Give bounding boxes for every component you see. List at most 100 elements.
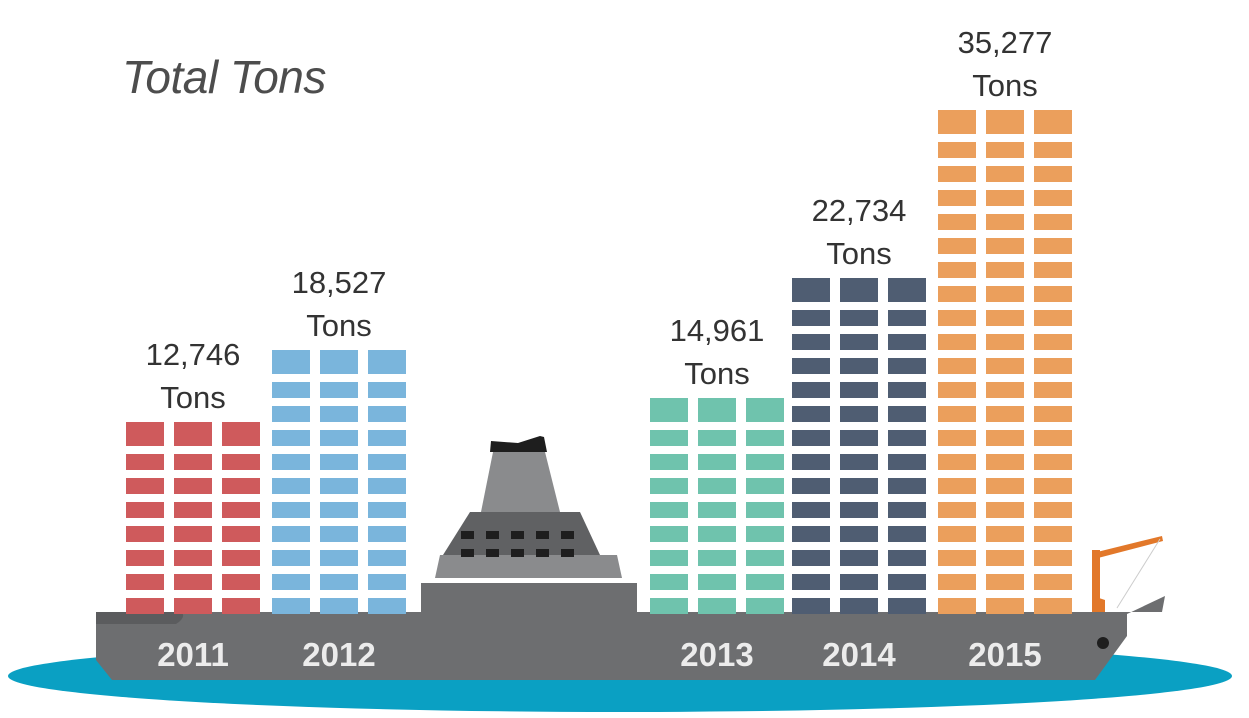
container-cell — [986, 478, 1024, 494]
container-cell — [938, 430, 976, 446]
container-cell — [938, 502, 976, 518]
container-cell — [792, 406, 830, 422]
chart-title: Total Tons — [122, 51, 326, 103]
container-cell — [126, 502, 164, 518]
container-cell — [320, 526, 358, 542]
container-cell — [746, 478, 784, 494]
year-label-2011: 2011 — [157, 636, 229, 673]
container-cell — [840, 334, 878, 350]
container-cell — [320, 550, 358, 566]
cabin-window — [536, 549, 549, 557]
container-cell — [840, 550, 878, 566]
container-cell — [792, 358, 830, 374]
container-cell — [698, 478, 736, 494]
crane-boom — [1093, 536, 1163, 558]
container-cell — [938, 238, 976, 254]
container-cell — [1034, 310, 1072, 326]
cabin-window — [486, 549, 499, 557]
container-cell — [1034, 574, 1072, 590]
cabin-window — [561, 531, 574, 539]
container-cell — [888, 358, 926, 374]
container-cell — [126, 550, 164, 566]
container-cell — [938, 478, 976, 494]
container-cell — [272, 430, 310, 446]
bar-2014 — [792, 278, 926, 614]
funnel — [481, 452, 560, 512]
container-cell — [840, 278, 878, 302]
container-cell — [746, 430, 784, 446]
container-cell — [698, 574, 736, 590]
container-cell — [746, 526, 784, 542]
container-cell — [320, 598, 358, 614]
container-cell — [368, 430, 406, 446]
container-cell — [986, 430, 1024, 446]
container-cell — [1034, 454, 1072, 470]
container-cell — [986, 238, 1024, 254]
container-cell — [986, 526, 1024, 542]
container-cell — [888, 550, 926, 566]
container-cell — [698, 550, 736, 566]
container-cell — [174, 478, 212, 494]
container-cell — [888, 406, 926, 422]
container-cell — [320, 502, 358, 518]
crane-cable — [1116, 538, 1161, 609]
container-cell — [986, 406, 1024, 422]
container-cell — [650, 574, 688, 590]
container-cell — [698, 454, 736, 470]
container-cell — [698, 598, 736, 614]
container-cell — [650, 502, 688, 518]
container-cell — [840, 430, 878, 446]
container-cell — [938, 142, 976, 158]
container-cell — [840, 310, 878, 326]
container-cell — [1034, 502, 1072, 518]
container-cell — [938, 382, 976, 398]
cabin-window — [511, 549, 524, 557]
container-cell — [840, 598, 878, 614]
container-cell — [1034, 334, 1072, 350]
container-cell — [888, 526, 926, 542]
container-cell — [1034, 406, 1072, 422]
value-label-2014: 22,734 — [812, 193, 907, 228]
container-cell — [174, 550, 212, 566]
unit-label-2011: Tons — [160, 380, 225, 415]
container-cell — [792, 502, 830, 518]
container-cell — [888, 454, 926, 470]
container-cell — [792, 454, 830, 470]
unit-label-2014: Tons — [826, 236, 891, 271]
container-cell — [368, 382, 406, 398]
container-cell — [1034, 358, 1072, 374]
unit-label-2012: Tons — [306, 308, 371, 343]
container-cell — [938, 454, 976, 470]
container-cell — [1034, 166, 1072, 182]
container-cell — [320, 430, 358, 446]
bar-2015 — [938, 110, 1072, 614]
container-cell — [1034, 430, 1072, 446]
container-cell — [272, 478, 310, 494]
container-cell — [986, 190, 1024, 206]
year-label-2015: 2015 — [968, 636, 1041, 673]
cabin-window — [461, 549, 474, 557]
container-cell — [320, 574, 358, 590]
bar-2012 — [272, 350, 406, 614]
value-label-2013: 14,961 — [670, 313, 765, 348]
container-cell — [1034, 262, 1072, 278]
cabin-window — [461, 531, 474, 539]
container-cell — [986, 334, 1024, 350]
container-cell — [938, 334, 976, 350]
container-cell — [938, 358, 976, 374]
bar-2011 — [126, 422, 260, 614]
container-cell — [792, 598, 830, 614]
container-cell — [272, 454, 310, 470]
container-cell — [320, 406, 358, 422]
container-cell — [174, 454, 212, 470]
container-cell — [792, 334, 830, 350]
container-cell — [1034, 110, 1072, 134]
container-cell — [792, 310, 830, 326]
value-label-2015: 35,277 — [958, 25, 1053, 60]
container-cell — [650, 398, 688, 422]
container-cell — [986, 382, 1024, 398]
container-cell — [368, 598, 406, 614]
crane-mast — [1092, 550, 1100, 612]
container-cell — [986, 574, 1024, 590]
